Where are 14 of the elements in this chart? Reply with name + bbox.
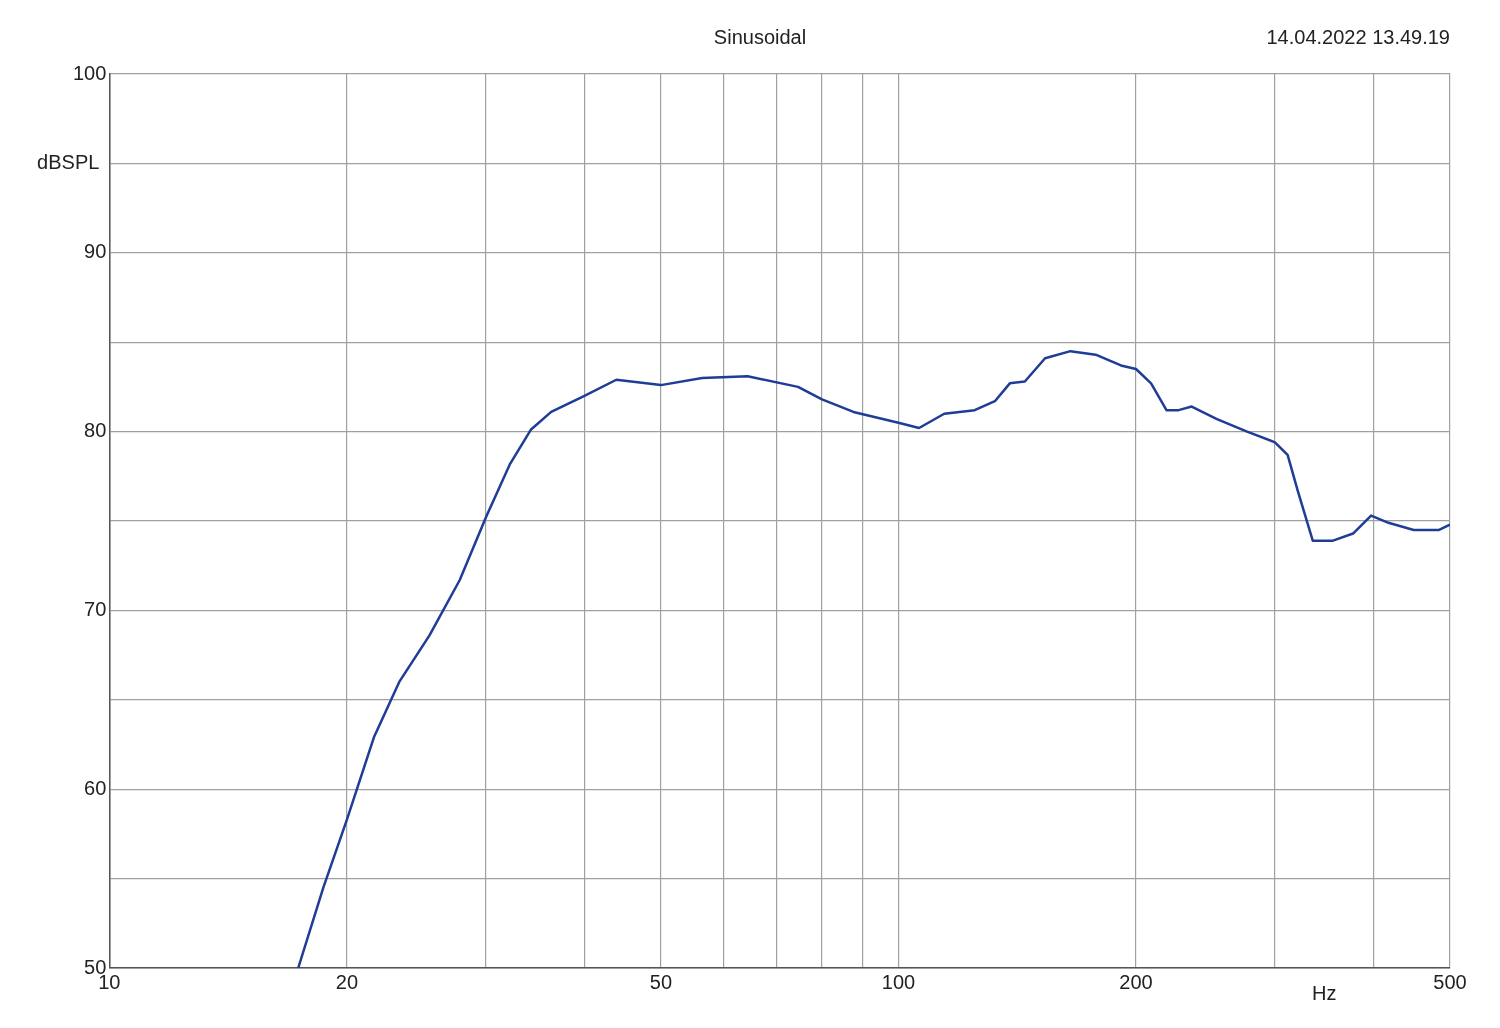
y-tick-label: 100 [72,61,107,84]
y-tick-label: 90 [84,240,107,263]
x-tick-label: 200 [1119,970,1153,993]
text: 14.04.2022 13.49.19 [1266,25,1450,48]
x-tick-label: 50 [649,970,673,993]
x-axis-title: Hz [1312,981,1337,1004]
x-tick-label: 100 [881,970,916,993]
y-tick-label: 60 [84,776,107,799]
chart-title: Sinusoidal [713,25,807,48]
y-tick-label: 70 [84,597,107,620]
y-tick-label: 80 [84,419,107,442]
y-axis-title: dBSPL [37,150,100,173]
x-tick-label: 500 [1433,970,1467,993]
x-tick-label: 20 [335,970,359,993]
